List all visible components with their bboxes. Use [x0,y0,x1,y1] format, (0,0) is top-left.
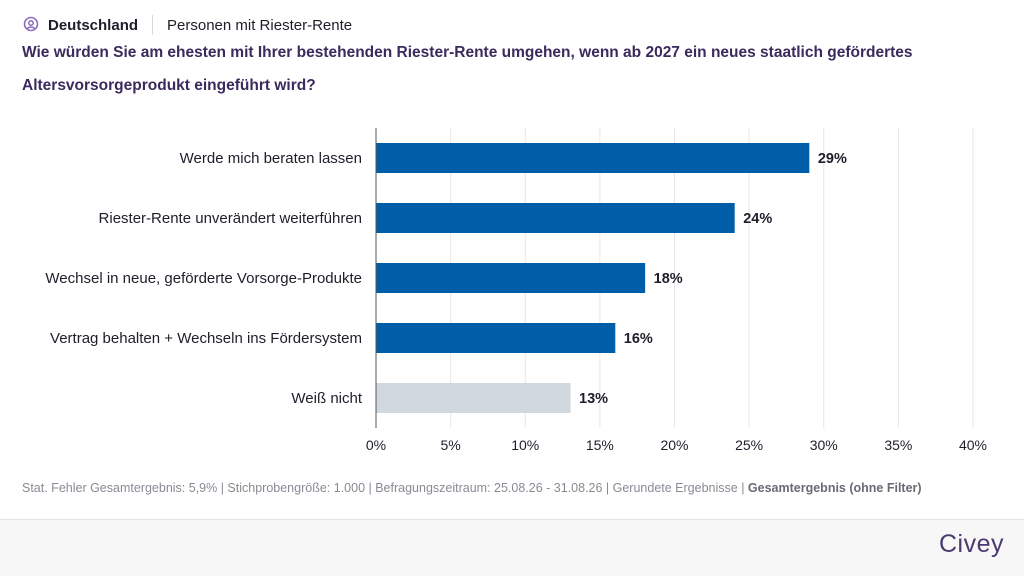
x-tick-label: 25% [735,437,763,453]
header-divider [152,15,154,35]
bar [376,143,810,173]
x-tick-label: 5% [441,437,461,453]
x-tick-label: 0% [366,437,386,453]
value-label: 13% [579,391,608,407]
footer-stats: Stat. Fehler Gesamtergebnis: 5,9% | Stic… [22,481,922,495]
footer-filter: Gesamtergebnis (ohne Filter) [747,481,922,495]
bar [376,263,646,293]
value-label: 18% [654,271,683,287]
x-tick-label: 20% [660,437,688,453]
value-label: 16% [624,331,653,347]
category-label: Vertrag behalten + Wechseln ins Fördersy… [50,330,362,347]
category-label: Wechsel in neue, geförderte Vorsorge-Pro… [45,270,362,287]
category-label: Werde mich beraten lassen [180,150,362,167]
category-label: Riester-Rente unverändert weiterführen [99,210,362,227]
footer-stats-text: Stat. Fehler Gesamtergebnis: 5,9% | Stic… [22,481,748,495]
value-label: 29% [818,151,847,167]
segment-label: Personen mit Riester-Rente [167,16,353,34]
bar [376,383,571,413]
header: Deutschland Personen mit Riester-Rente [22,14,352,36]
country-label: Deutschland [48,16,139,34]
bar-chart: 0% 5% 10% 15% 20% 25% 30% 35% 40% Werde mich bera… [45,128,987,453]
question-title: Wie würden Sie am ehesten mit Ihrer best… [22,44,913,94]
location-pin-icon [23,16,39,32]
chart-card: Deutschland Personen mit Riester-Rente W… [0,14,1024,520]
value-label: 24% [743,211,772,227]
x-tick-label: 35% [884,437,912,453]
x-tick-label: 15% [586,437,614,453]
category-label: Weiß nicht [291,390,362,407]
bar [376,323,616,353]
x-tick-label: 30% [810,437,838,453]
civey-logo[interactable]: Civey [938,530,1004,558]
x-tick-label: 40% [959,437,987,453]
x-tick-label: 10% [511,437,539,453]
bar [376,203,735,233]
